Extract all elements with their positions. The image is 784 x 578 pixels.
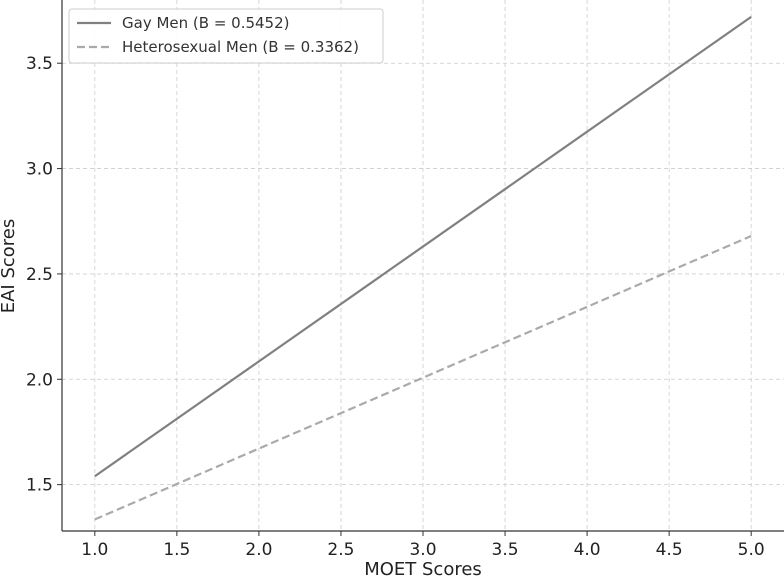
legend-box [68, 8, 384, 64]
x-axis-label: MOET Scores [364, 559, 482, 578]
y-tick-label: 3.0 [26, 160, 53, 180]
x-tick-label: 3.0 [409, 540, 436, 560]
x-tick-label: 2.0 [245, 540, 272, 560]
legend-label-heterosexual-men: Heterosexual Men (B = 0.3362) [122, 38, 359, 56]
y-ticks: 1.5 2.0 2.5 3.0 3.5 [26, 54, 62, 496]
x-ticks: 1.0 1.5 2.0 2.5 3.0 3.5 4.0 4.5 5.0 [81, 531, 765, 560]
x-tick-label: 4.5 [656, 540, 683, 560]
x-tick-label: 2.5 [327, 540, 354, 560]
series-lines [94, 15, 752, 521]
legend-label-gay-men: Gay Men (B = 0.5452) [122, 14, 290, 32]
x-tick-label: 1.0 [81, 540, 108, 560]
x-tick-label: 1.5 [163, 540, 190, 560]
y-tick-label: 2.5 [26, 265, 53, 285]
x-tick-label: 3.5 [492, 540, 519, 560]
y-tick-label: 2.0 [26, 370, 53, 390]
series-line-gay-men [94, 15, 752, 478]
series-line-heterosexual-men [94, 234, 752, 521]
x-tick-label: 5.0 [738, 540, 765, 560]
y-tick-label: 1.5 [26, 476, 53, 496]
grid [62, 0, 784, 531]
y-tick-label: 3.5 [26, 54, 53, 74]
y-axis-label: EAI Scores [0, 219, 19, 314]
legend: Gay Men (B = 0.5452) Heterosexual Men (B… [68, 8, 384, 64]
x-tick-label: 4.0 [574, 540, 601, 560]
